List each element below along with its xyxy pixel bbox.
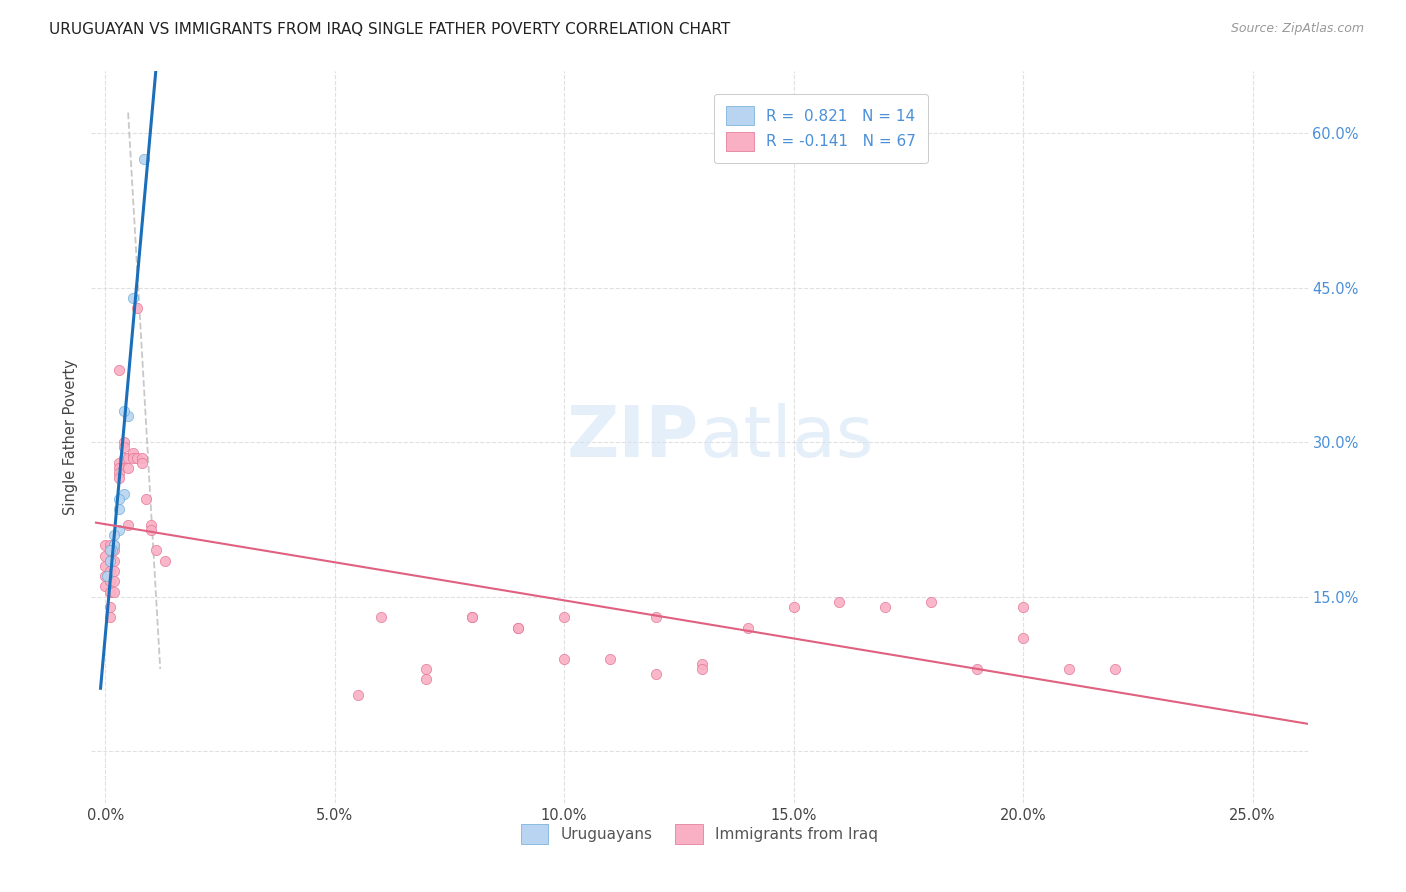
Point (112, 441, 135, 455)
Point (112, 487, 135, 501)
Point (117, 450, 139, 465)
Point (828, 595, 851, 609)
Point (108, 456, 131, 470)
Point (139, 523, 162, 537)
Point (94, 569, 117, 583)
Point (98, 554, 121, 568)
Point (94, 538, 117, 552)
Point (117, 461, 139, 475)
Point (103, 543, 125, 558)
Point (920, 595, 942, 609)
Point (98, 543, 121, 558)
Point (103, 564, 125, 578)
Point (108, 471, 131, 485)
Point (112, 435, 135, 450)
Point (690, 657, 713, 671)
Point (98, 538, 121, 552)
Point (103, 538, 125, 552)
Point (98, 554, 121, 568)
Point (1057, 662, 1080, 676)
Point (508, 621, 530, 635)
Point (101, 543, 124, 558)
Point (121, 445, 143, 459)
Point (131, 450, 153, 465)
Point (131, 456, 153, 470)
Point (117, 409, 139, 424)
Legend: Uruguayans, Immigrants from Iraq: Uruguayans, Immigrants from Iraq (515, 818, 884, 850)
Point (599, 651, 621, 665)
Text: Source: ZipAtlas.com: Source: ZipAtlas.com (1230, 22, 1364, 36)
Point (139, 517, 162, 532)
Point (690, 662, 713, 676)
Point (98, 610, 121, 624)
Point (966, 662, 988, 676)
Text: ZIP: ZIP (567, 402, 699, 472)
Point (1012, 631, 1035, 645)
Point (508, 621, 530, 635)
Point (98, 574, 121, 589)
Point (644, 610, 666, 624)
Point (127, 301, 149, 316)
Point (782, 600, 804, 615)
Point (103, 528, 125, 542)
Point (112, 450, 135, 465)
Point (127, 450, 149, 465)
Point (108, 502, 131, 516)
Point (108, 461, 131, 475)
Point (145, 543, 167, 558)
Point (98, 584, 121, 599)
Point (98, 543, 121, 558)
Point (108, 523, 131, 537)
Point (103, 584, 125, 599)
Point (370, 610, 392, 624)
Point (117, 517, 139, 532)
Point (875, 600, 897, 615)
Point (94, 558, 117, 573)
Point (108, 466, 131, 480)
Point (103, 554, 125, 568)
Point (737, 621, 759, 635)
Point (553, 610, 575, 624)
Point (461, 610, 484, 624)
Point (415, 672, 437, 686)
Point (98, 564, 121, 578)
Y-axis label: Single Father Poverty: Single Father Poverty (63, 359, 79, 515)
Point (134, 152, 156, 166)
Point (1012, 600, 1035, 615)
Point (112, 404, 135, 418)
Point (135, 491, 157, 506)
Point (108, 491, 131, 506)
Point (153, 554, 176, 568)
Point (415, 662, 437, 676)
Point (96, 569, 118, 583)
Point (1104, 662, 1126, 676)
Point (644, 667, 666, 681)
Point (461, 610, 484, 624)
Point (94, 549, 117, 563)
Point (346, 688, 368, 702)
Point (553, 651, 575, 665)
Point (94, 579, 117, 593)
Point (108, 363, 131, 377)
Point (121, 291, 143, 305)
Text: URUGUAYAN VS IMMIGRANTS FROM IRAQ SINGLE FATHER POVERTY CORRELATION CHART: URUGUAYAN VS IMMIGRANTS FROM IRAQ SINGLE… (49, 22, 731, 37)
Point (103, 538, 125, 552)
Point (103, 574, 125, 589)
Text: atlas: atlas (699, 402, 875, 472)
Point (121, 450, 143, 465)
Point (98, 600, 121, 615)
